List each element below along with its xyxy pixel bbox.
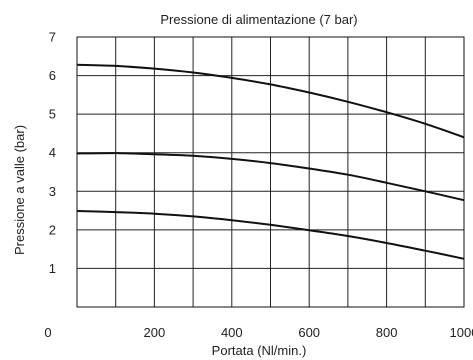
y-tick-label: 6 bbox=[49, 68, 56, 83]
series-line-3 bbox=[76, 210, 465, 260]
series-line-1 bbox=[76, 63, 465, 139]
y-tick-label: 1 bbox=[49, 261, 56, 276]
y-tick-label: 3 bbox=[49, 184, 56, 199]
tick-labels: 0 200 400 600 800 1000 1 2 3 4 5 6 7 bbox=[44, 30, 473, 341]
y-tick-label: 7 bbox=[49, 30, 56, 45]
y-tick-label: 2 bbox=[49, 222, 56, 237]
x-tick-label: 1000 bbox=[450, 325, 473, 340]
series-lines bbox=[76, 63, 465, 260]
x-tick-label: 0 bbox=[44, 325, 51, 340]
y-tick-label: 4 bbox=[49, 145, 56, 160]
series-line-2 bbox=[76, 152, 465, 202]
x-tick-label: 400 bbox=[221, 325, 243, 340]
x-tick-label: 200 bbox=[144, 325, 166, 340]
x-axis-label: Portata (Nl/min.) bbox=[212, 343, 307, 358]
y-tick-label: 5 bbox=[49, 107, 56, 122]
x-tick-label: 800 bbox=[376, 325, 398, 340]
chart-title: Pressione di alimentazione (7 bar) bbox=[160, 12, 357, 27]
plot-frame bbox=[76, 36, 465, 308]
y-axis-label: Pressione a valle (bar) bbox=[12, 125, 27, 255]
x-tick-label: 600 bbox=[298, 325, 320, 340]
grid bbox=[77, 37, 464, 307]
